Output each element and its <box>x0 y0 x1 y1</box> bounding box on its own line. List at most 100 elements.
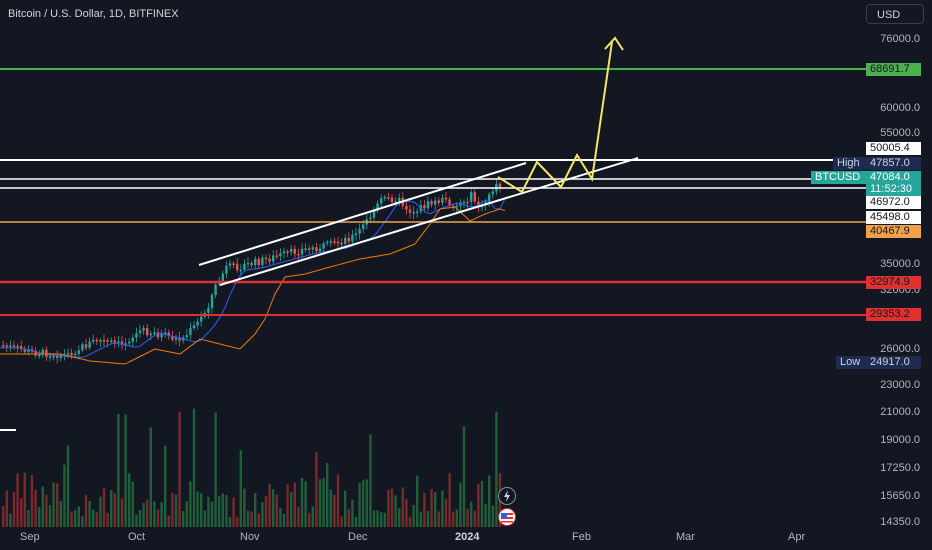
volume-bar <box>92 509 95 527</box>
volume-bar <box>282 513 286 527</box>
candle-body <box>207 307 210 313</box>
volume-bar <box>30 475 34 527</box>
volume-bar <box>311 506 314 527</box>
candle-body <box>326 241 329 244</box>
volume-bar <box>45 494 48 527</box>
volume-bar <box>459 482 462 527</box>
candle-body <box>297 253 300 256</box>
symbol-tag: BTCUSD <box>811 171 866 184</box>
volume-bar <box>254 493 257 527</box>
candle-body <box>214 284 217 296</box>
channel-lower-line[interactable] <box>219 157 639 286</box>
price-tick: 14350.0 <box>880 516 920 528</box>
volume-bar <box>272 489 275 527</box>
candle-body <box>473 192 476 202</box>
volume-bar <box>164 445 167 527</box>
candle-body <box>444 197 448 200</box>
volume-bar <box>178 411 181 527</box>
candle-body <box>146 327 149 336</box>
volume-bar <box>401 487 404 527</box>
volume-bar <box>326 462 329 527</box>
volume-bar <box>473 510 476 527</box>
volume-bar <box>416 475 419 527</box>
candle-body <box>149 333 152 336</box>
candle-body <box>131 337 134 342</box>
price-tick: 35000.0 <box>880 258 920 270</box>
candle-body <box>81 344 84 351</box>
candle-body <box>434 200 437 205</box>
candle-body <box>455 205 458 208</box>
candle-body <box>102 340 106 342</box>
time-label: Apr <box>788 531 806 543</box>
price-tick: 60000.0 <box>880 102 920 114</box>
candle-body <box>185 335 188 338</box>
volume-bar <box>228 516 232 527</box>
time-label: Oct <box>128 531 146 543</box>
candle-body <box>23 349 26 352</box>
volume-bar <box>297 506 300 527</box>
candle-body <box>275 255 278 257</box>
volume-bar <box>153 501 156 527</box>
candle-body <box>77 350 80 354</box>
volume-bar <box>477 483 480 527</box>
candle-body <box>225 265 228 274</box>
volume-bar <box>23 472 26 527</box>
candle-body <box>232 263 235 265</box>
lightning-icon[interactable] <box>498 487 516 505</box>
volume-bar <box>372 510 376 527</box>
volume-bar <box>275 494 278 527</box>
candle-body <box>347 238 350 242</box>
volume-bar <box>318 479 322 527</box>
channel-upper-line[interactable] <box>198 162 527 266</box>
volume-bar <box>196 491 199 527</box>
volume-bar <box>390 488 394 527</box>
candle-body <box>344 238 347 244</box>
volume-bar <box>279 507 282 527</box>
volume-bar <box>16 473 19 527</box>
volume-bars <box>2 408 502 527</box>
volume-bar <box>484 503 487 527</box>
volume-bar <box>304 481 307 527</box>
volume-bar <box>246 510 250 527</box>
candle-body <box>376 203 379 211</box>
volume-bar <box>207 496 210 527</box>
volume-bar <box>174 494 178 527</box>
projection-path[interactable] <box>497 41 613 194</box>
volume-bar <box>290 492 293 527</box>
candle-body <box>30 349 34 351</box>
candle-body <box>279 253 282 257</box>
volume-bar <box>362 480 365 527</box>
candle-body <box>452 205 455 208</box>
volume-bar <box>448 473 451 527</box>
candle-body <box>286 251 289 253</box>
candle-body <box>254 258 257 266</box>
candle-body <box>174 337 178 340</box>
volume-bar <box>74 510 77 527</box>
low-tag: Low <box>836 356 866 369</box>
low-value-tag: 24917.0 <box>866 356 921 369</box>
us-flag-icon[interactable] <box>498 508 516 526</box>
candle-body <box>120 341 124 345</box>
volume-bar <box>192 408 196 527</box>
candle-body <box>369 217 372 220</box>
volume-bar <box>340 516 343 527</box>
volume-bar <box>491 505 494 527</box>
high-value-tag: 47857.0 <box>866 157 921 170</box>
volume-bar <box>354 516 358 527</box>
candle-body <box>408 209 412 213</box>
volume-bar <box>426 510 430 527</box>
volume-bar <box>117 413 120 527</box>
candle-body <box>430 201 433 205</box>
candle-body <box>45 349 48 357</box>
volume-bar <box>387 489 390 527</box>
volume-bar <box>430 489 433 527</box>
candle-body <box>178 337 181 341</box>
level-tag-40467: 40467.9 <box>866 225 921 238</box>
currency-button[interactable]: USD <box>866 4 924 24</box>
volume-bar <box>380 512 383 527</box>
volume-bar <box>182 510 185 527</box>
volume-bar <box>20 498 23 527</box>
volume-bar <box>5 490 8 527</box>
candle-body <box>128 341 131 344</box>
